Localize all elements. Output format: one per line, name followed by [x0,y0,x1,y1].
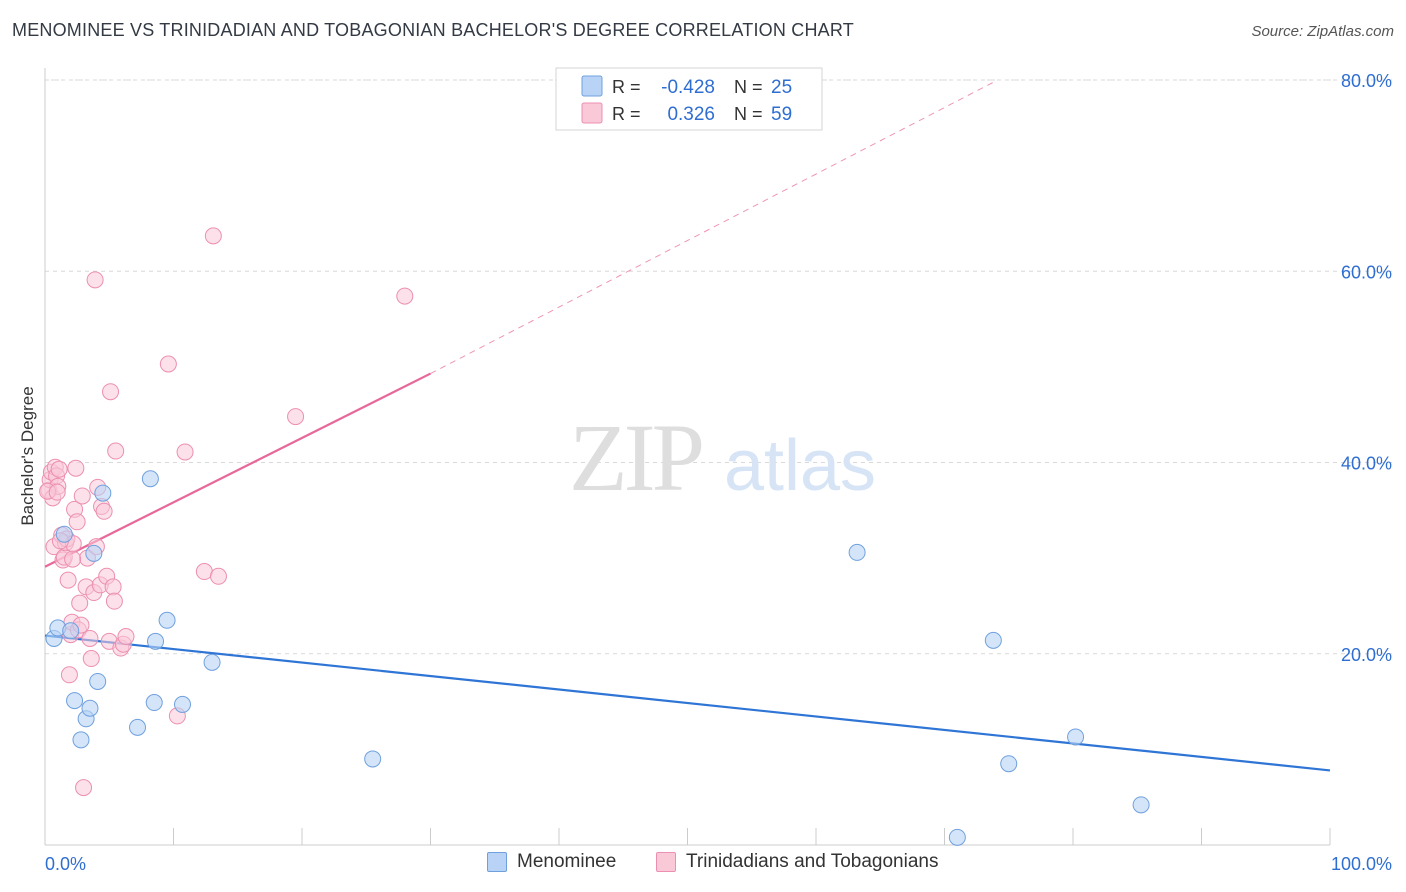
legend-n-label: N = [734,104,763,124]
trend-line-menominee [44,634,1331,772]
point-menominee [1067,728,1085,746]
tick-labels: 20.0% 40.0% 60.0% 80.0% 0.0% 100.0% [45,71,1392,874]
point-trinidadian [73,487,91,505]
legend-swatch-trinidadian [581,102,603,124]
point-trinidadian [195,563,213,581]
trend-line-trinidadian [44,372,431,568]
point-menominee [1000,755,1018,773]
point-menominee [55,525,73,543]
point-menominee [81,699,99,717]
point-trinidadian [60,666,78,684]
legend-label-trinidadian: Trinidadians and Tobagonians [686,851,939,872]
legend-n-label: N = [734,77,763,97]
legend-item-trinidadian: Trinidadians and Tobagonians [656,851,938,873]
point-trinidadian [102,383,120,401]
legend-r-label: R = [612,104,641,124]
point-trinidadian [68,513,86,531]
legend-n-value: 59 [771,104,792,125]
legend-swatch-trinidadian [656,852,676,872]
point-trinidadian [95,502,113,520]
grid-lines [45,79,1392,655]
point-menominee [145,694,163,712]
point-menominee [129,718,147,736]
point-trinidadian [71,594,89,612]
watermark-zip: ZIP [569,404,702,511]
point-menominee [66,692,84,710]
point-trinidadian [287,408,305,426]
legend-item-menominee: Menominee [487,851,616,873]
point-trinidadian [48,483,66,501]
point-menominee [948,828,966,846]
point-trinidadian [105,592,123,610]
point-menominee [94,484,112,502]
point-trinidadian [81,629,99,647]
point-menominee [984,631,1002,649]
point-menominee [89,672,107,690]
point-menominee [147,632,165,650]
trend-lines [44,80,1331,772]
point-trinidadian [67,459,85,477]
legend-top: R = -0.428 N = 25 R = 0.326 N = 59 [555,67,823,131]
point-trinidadian [176,443,194,461]
point-trinidadian [396,287,414,305]
point-menominee [62,622,80,640]
legend-r-value: 0.326 [667,104,715,125]
y-axis-label: Bachelor's Degree [18,386,37,525]
axes [44,68,1331,846]
trend-line-trinidadian-extension [430,80,997,375]
point-trinidadian [82,650,100,668]
point-trinidadian [107,442,125,460]
legend-r-value: -0.428 [661,77,715,98]
y-tick-label: 60.0% [1341,262,1392,282]
point-trinidadian [117,628,135,646]
point-menominee [85,544,103,562]
point-trinidadian [86,271,104,289]
data-points [39,227,1150,846]
point-trinidadian [59,571,77,589]
point-trinidadian [75,779,93,797]
point-trinidadian [209,567,227,585]
point-menominee [1132,796,1150,814]
y-tick-label: 40.0% [1341,454,1392,474]
y-tick-label: 80.0% [1341,71,1392,91]
point-trinidadian [64,550,82,568]
point-menominee [158,611,176,629]
point-menominee [173,695,191,713]
legend-r-label: R = [612,77,641,97]
point-trinidadian [159,355,177,373]
watermark-atlas: atlas [724,426,876,506]
point-trinidadian [204,227,222,245]
legend-label-menominee: Menominee [517,851,617,872]
legend-swatch-menominee [487,852,507,872]
legend-swatch-menominee [581,75,603,97]
point-trinidadian [50,460,68,478]
chart-title: MENOMINEE VS TRINIDADIAN AND TOBAGONIAN … [12,20,854,40]
point-menominee [364,750,382,768]
source-label: Source: ZipAtlas.com [1251,23,1394,40]
point-trinidadian [104,578,122,596]
x-tick-label: 0.0% [45,854,86,874]
legend-n-value: 25 [771,77,792,98]
point-menominee [141,470,159,488]
x-tick-label: 100.0% [1331,854,1392,874]
point-menominee [848,543,866,561]
watermark: ZIP atlas [569,404,876,511]
y-tick-label: 20.0% [1341,645,1392,665]
point-menominee [72,731,90,749]
point-menominee [203,653,221,671]
